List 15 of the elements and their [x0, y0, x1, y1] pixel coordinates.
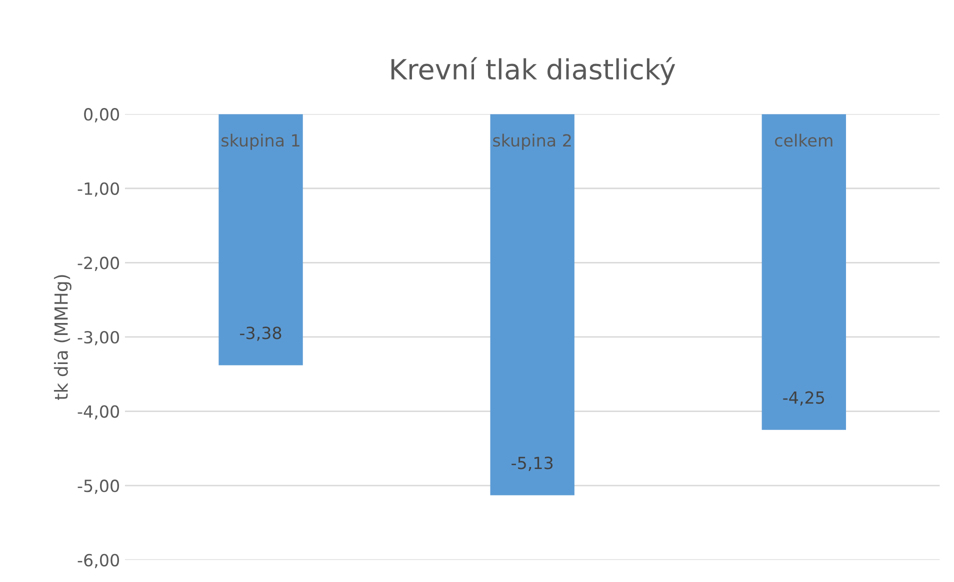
data-label: -3,38 — [240, 326, 282, 341]
y-axis-title: tk dia (MMHg) — [54, 275, 72, 400]
y-tick-label: 0,00 — [84, 108, 120, 122]
y-tick-label: -1,00 — [78, 182, 120, 197]
data-label: -4,25 — [783, 391, 824, 406]
x-tick-label: skupina 1 — [222, 134, 300, 150]
y-tick-label: -5,00 — [78, 480, 120, 494]
y-tick-label: -4,00 — [78, 405, 120, 420]
data-label: -5,13 — [512, 456, 553, 471]
y-tick-label: -6,00 — [78, 554, 120, 568]
y-tick-label: -3,00 — [78, 330, 120, 346]
y-tick-label: -2,00 — [78, 256, 120, 271]
chart-title: Krevní tlak diastlický — [391, 57, 676, 86]
x-tick-label: skupina 2 — [493, 134, 571, 150]
x-tick-label: celkem — [775, 134, 832, 147]
